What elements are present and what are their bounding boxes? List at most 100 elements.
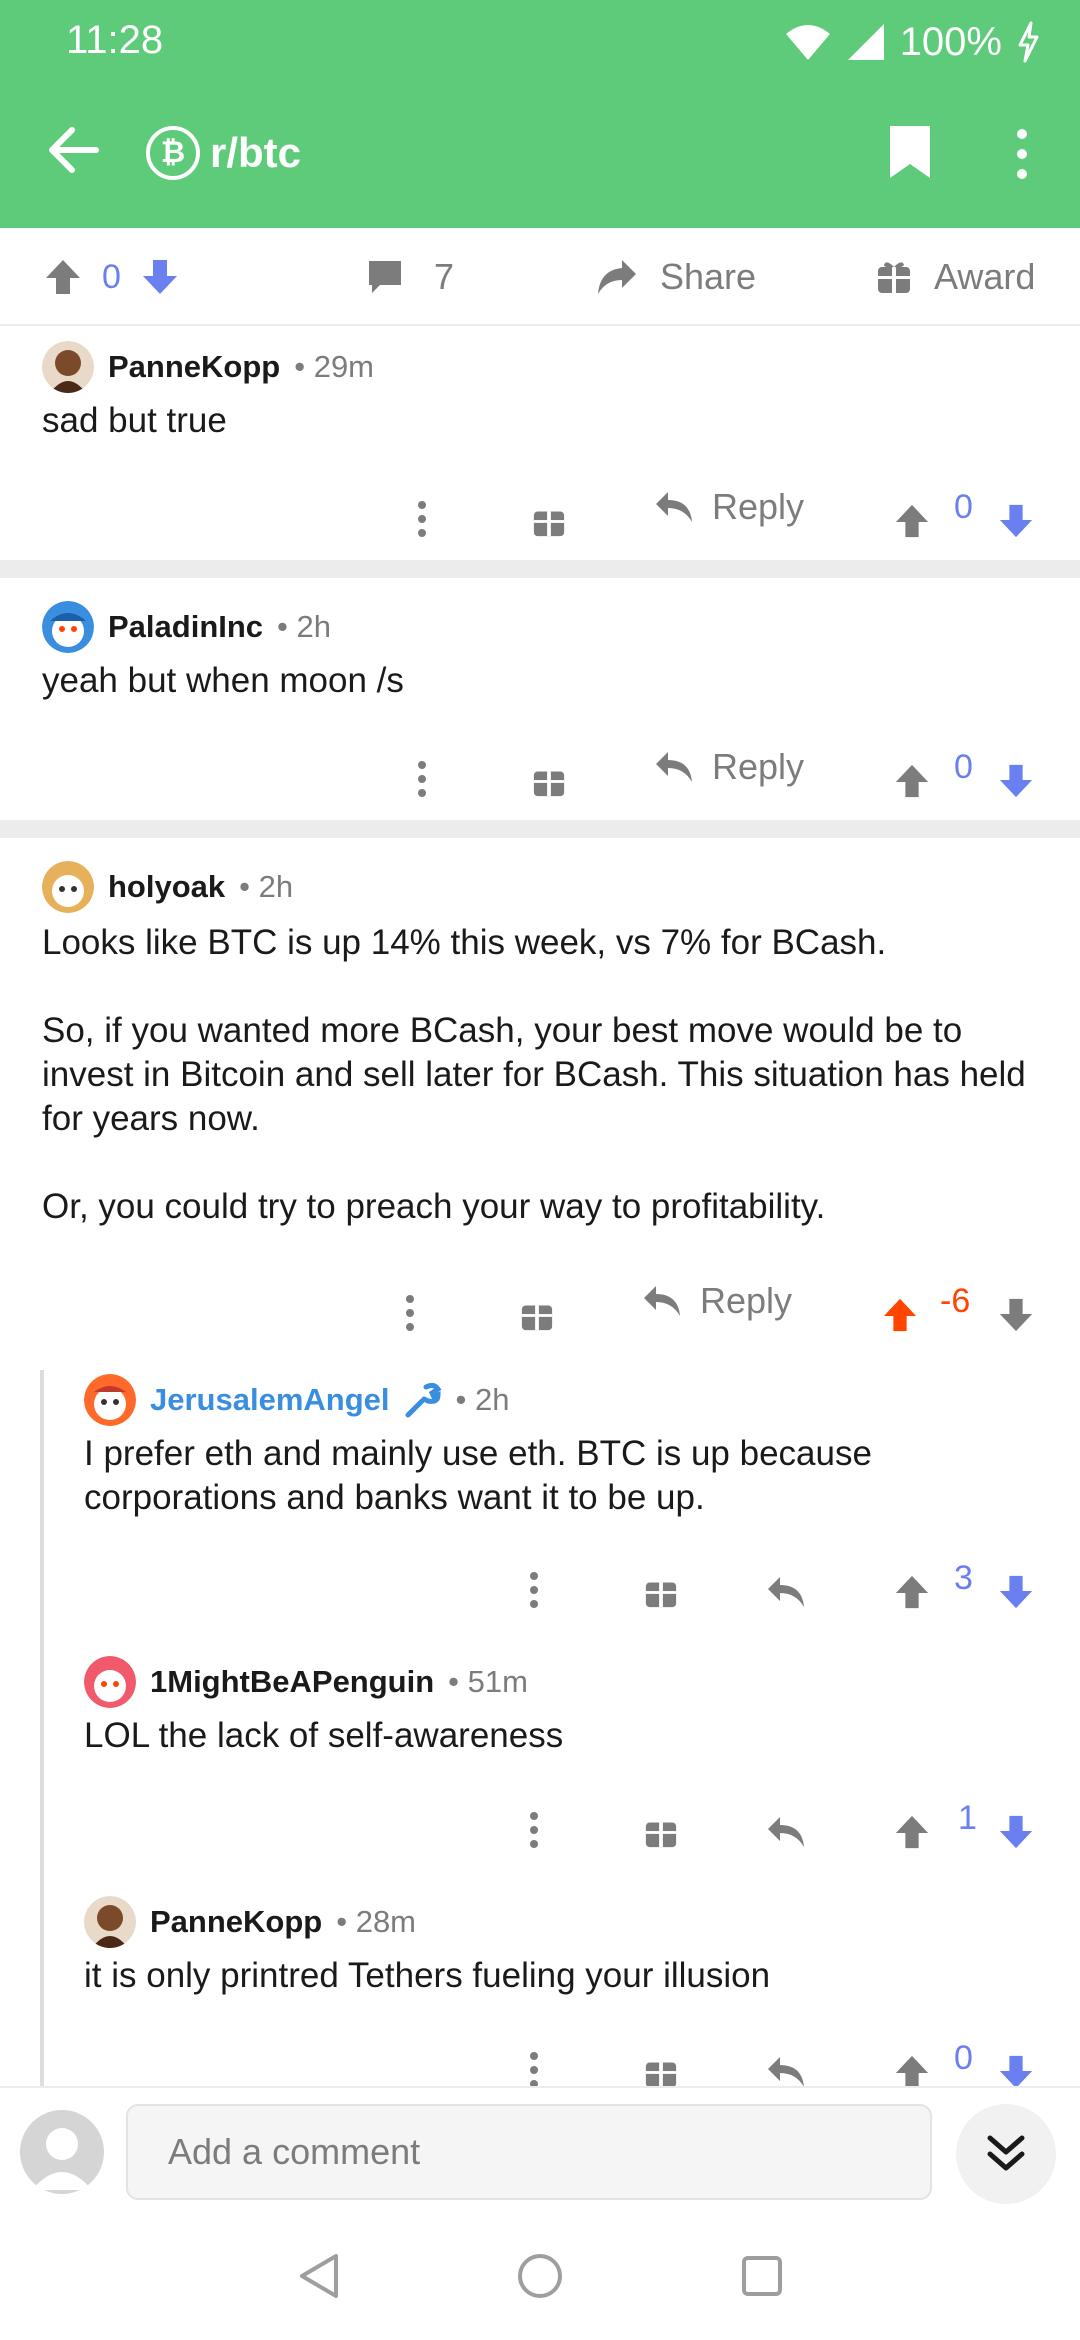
comment-header: 1MightBeAPenguin • 51m xyxy=(84,1652,528,1712)
upvote-icon[interactable] xyxy=(894,1800,930,1864)
avatar[interactable] xyxy=(84,1896,136,1948)
bitcoin-icon: ₿ xyxy=(146,126,200,180)
reply-icon[interactable] xyxy=(766,1560,806,1624)
comment-author[interactable]: PanneKopp xyxy=(108,349,281,384)
comment-header: PanneKopp • 28m xyxy=(84,1892,416,1952)
comments-count-button[interactable]: 7 xyxy=(366,228,454,326)
avatar[interactable] xyxy=(84,1374,136,1426)
nav-recents-icon[interactable] xyxy=(736,2250,788,2302)
upvote-icon[interactable] xyxy=(882,1283,918,1347)
reply-button[interactable]: Reply xyxy=(654,475,804,539)
comment-time: • 2h xyxy=(239,869,294,904)
comment-time: • 29m xyxy=(294,349,375,384)
comment-score: 0 xyxy=(954,487,973,526)
reply-button[interactable]: Reply xyxy=(654,735,804,799)
gift-icon[interactable] xyxy=(644,2040,678,2086)
thread-indent-line xyxy=(40,1370,44,2090)
avatar[interactable] xyxy=(42,341,94,393)
reply-label: Reply xyxy=(712,486,805,527)
status-icons: 100% xyxy=(784,14,1040,70)
comment: holyoak • 2h Looks like BTC is up 14% th… xyxy=(42,857,1042,1337)
downvote-icon[interactable] xyxy=(998,1560,1034,1624)
double-chevron-down-icon xyxy=(987,2135,1025,2171)
more-options-icon[interactable] xyxy=(414,747,430,811)
collapse-comments-button[interactable] xyxy=(956,2104,1056,2204)
comment-author[interactable]: holyoak xyxy=(108,869,226,904)
comment-separator xyxy=(0,560,1080,578)
award-button[interactable]: Award xyxy=(876,228,1035,326)
avatar[interactable] xyxy=(84,1656,136,1708)
comment-time: • 28m xyxy=(336,1904,417,1939)
system-navigation-bar xyxy=(0,2212,1080,2340)
nav-back-icon[interactable] xyxy=(294,2250,346,2302)
downvote-icon[interactable] xyxy=(998,2040,1034,2086)
upvote-icon[interactable] xyxy=(44,258,82,296)
add-comment-input[interactable] xyxy=(126,2104,932,2200)
comment-author[interactable]: JerusalemAngel xyxy=(150,1382,390,1417)
comment-body: LOL the lack of self-awareness xyxy=(84,1716,564,1755)
comment-header: PaladinInc • 2h xyxy=(42,597,331,657)
comment-header: holyoak • 2h xyxy=(42,857,293,917)
post-action-row: 0 7 Share Award xyxy=(0,228,1080,326)
downvote-icon[interactable] xyxy=(998,489,1034,553)
more-options-icon[interactable] xyxy=(526,1558,542,1622)
gift-icon[interactable] xyxy=(520,1283,554,1347)
comment-body: sad but true xyxy=(42,401,227,440)
comment-separator xyxy=(0,820,1080,838)
comment-actions: 0 xyxy=(84,2026,1042,2086)
comment: PanneKopp • 29m sad but true Reply 0 xyxy=(42,337,1042,547)
upvote-icon[interactable] xyxy=(894,1560,930,1624)
avatar[interactable] xyxy=(42,861,94,913)
upvote-icon[interactable] xyxy=(894,749,930,813)
avatar[interactable] xyxy=(42,601,94,653)
comment-author[interactable]: 1MightBeAPenguin xyxy=(150,1664,435,1699)
comment-body: I prefer eth and mainly use eth. BTC is … xyxy=(84,1434,872,1517)
subreddit-title[interactable]: r/btc xyxy=(210,129,302,176)
downvote-icon[interactable] xyxy=(998,1800,1034,1864)
comment-actions: Reply -6 xyxy=(42,1269,1042,1333)
reply-icon xyxy=(656,752,692,782)
comment-author[interactable]: PaladinInc xyxy=(108,609,264,644)
post-score: 0 xyxy=(102,257,121,296)
reply-button[interactable]: Reply xyxy=(642,1269,792,1333)
gift-icon[interactable] xyxy=(644,1800,678,1864)
reply-icon xyxy=(656,492,692,522)
award-label: Award xyxy=(934,256,1036,297)
gift-icon[interactable] xyxy=(532,749,566,813)
reply-label: Reply xyxy=(712,746,805,787)
gift-icon[interactable] xyxy=(532,489,566,553)
bookmark-icon[interactable] xyxy=(888,124,932,180)
user-avatar[interactable] xyxy=(20,2110,104,2194)
comments-count: 7 xyxy=(434,256,455,297)
more-options-icon[interactable] xyxy=(414,487,430,551)
comment-score: 0 xyxy=(954,747,973,786)
comment-actions: Reply 0 xyxy=(42,475,1042,539)
comment-header: PanneKopp • 29m xyxy=(42,337,374,397)
comment-score: -6 xyxy=(940,1281,971,1320)
signal-icon xyxy=(847,24,884,60)
upvote-icon[interactable] xyxy=(894,489,930,553)
more-options-icon[interactable] xyxy=(526,2038,542,2086)
reply-icon[interactable] xyxy=(766,1800,806,1864)
comment: PanneKopp • 28m it is only printred Teth… xyxy=(84,1892,1042,2086)
share-button[interactable]: Share xyxy=(596,228,756,326)
share-icon xyxy=(598,260,636,294)
more-options-icon[interactable] xyxy=(526,1798,542,1862)
more-options-icon[interactable] xyxy=(402,1281,418,1345)
wrench-icon xyxy=(405,1382,441,1418)
back-arrow-icon[interactable] xyxy=(42,118,106,182)
gift-icon[interactable] xyxy=(644,1560,678,1624)
comment: PaladinInc • 2h yeah but when moon /s Re… xyxy=(42,597,1042,807)
comment-body: it is only printred Tethers fueling your… xyxy=(84,1956,771,1995)
more-options-icon[interactable] xyxy=(1010,126,1034,182)
comment-time: • 2h xyxy=(455,1382,510,1417)
post-vote-controls: 0 xyxy=(44,228,179,326)
comment-score: 1 xyxy=(958,1798,977,1837)
reply-icon[interactable] xyxy=(766,2040,806,2086)
downvote-icon[interactable] xyxy=(141,258,179,296)
downvote-icon[interactable] xyxy=(998,1283,1034,1347)
downvote-icon[interactable] xyxy=(998,749,1034,813)
comment-author[interactable]: PanneKopp xyxy=(150,1904,323,1939)
nav-home-icon[interactable] xyxy=(514,2250,566,2302)
upvote-icon[interactable] xyxy=(894,2040,930,2086)
